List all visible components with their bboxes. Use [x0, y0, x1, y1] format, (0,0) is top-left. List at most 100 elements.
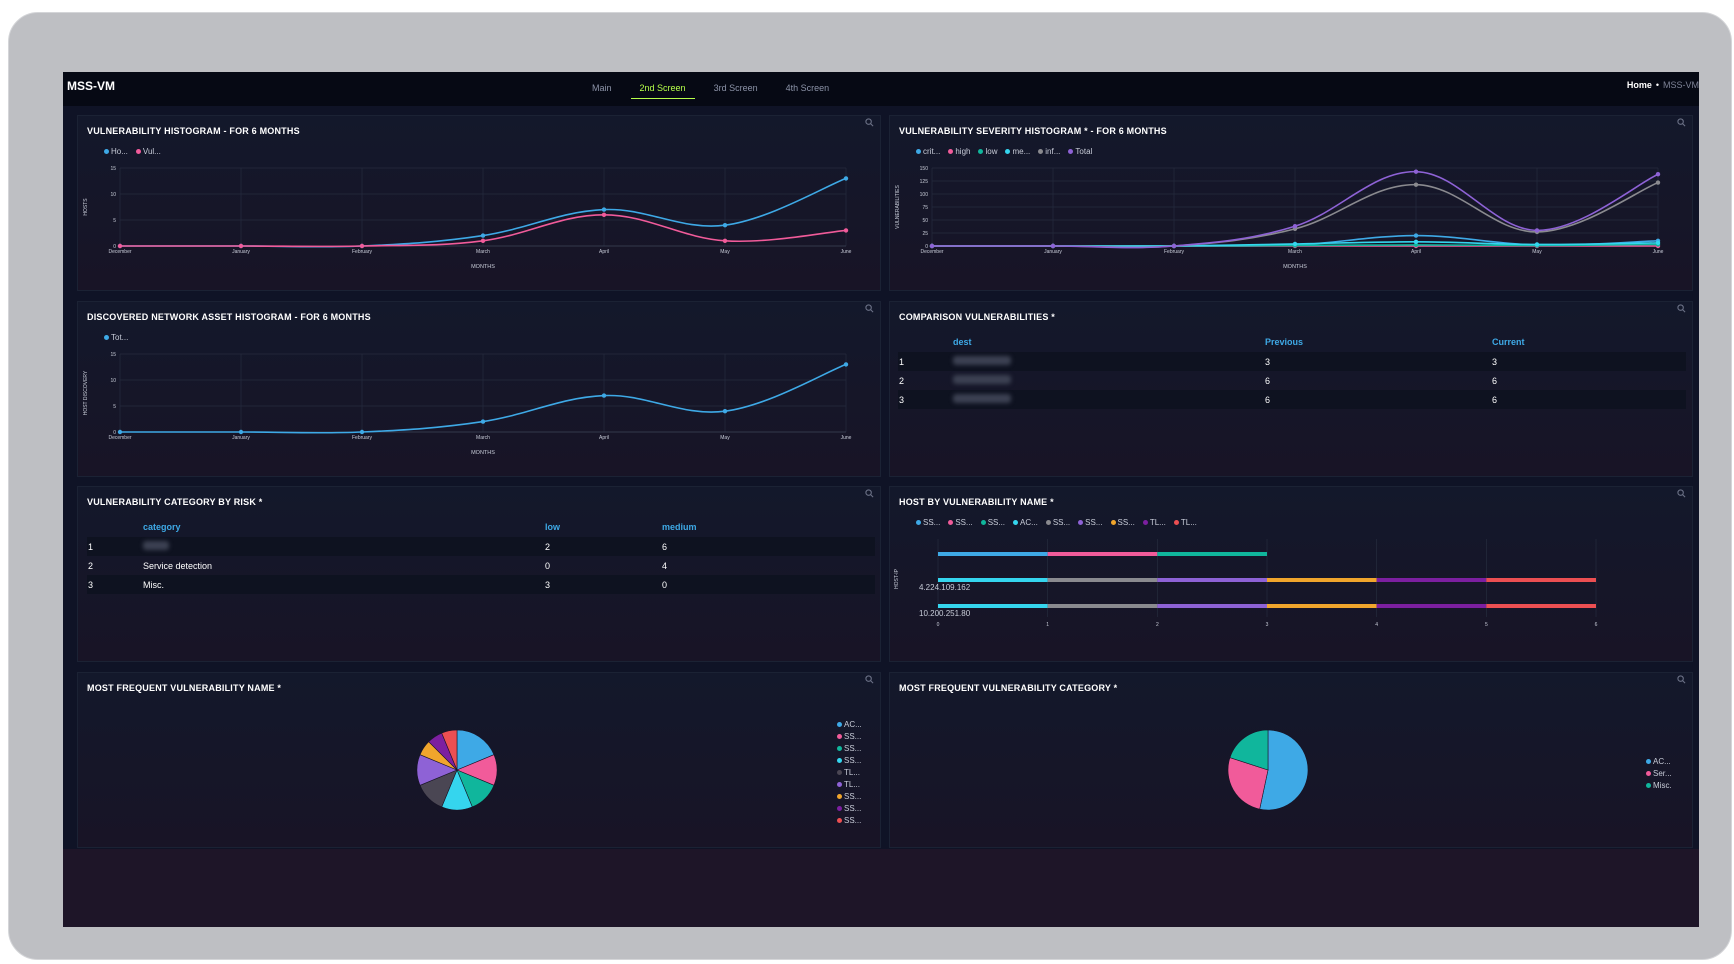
legend-item[interactable]: TL...: [1173, 518, 1197, 527]
data-point: [1534, 228, 1540, 233]
data-point: [1050, 243, 1056, 249]
legend-item[interactable]: Tot...: [104, 333, 128, 342]
bar-segment: [1376, 604, 1487, 608]
x-tick-label: December: [108, 435, 131, 441]
data-point: [601, 207, 607, 212]
legend-item[interactable]: SS...: [837, 754, 862, 766]
search-icon[interactable]: [1677, 489, 1686, 498]
column-header-current[interactable]: Current: [1492, 337, 1525, 347]
search-icon[interactable]: [1677, 118, 1686, 127]
legend-item[interactable]: low: [978, 147, 997, 156]
y-tick-label: 15: [110, 166, 116, 172]
tab-main[interactable]: Main: [592, 83, 612, 93]
x-tick-label: April: [599, 249, 609, 255]
legend-item[interactable]: crit...: [916, 147, 940, 156]
breadcrumb-current: MSS-VM: [1663, 80, 1699, 90]
search-icon[interactable]: [1677, 304, 1686, 313]
column-header-category[interactable]: category: [143, 522, 181, 532]
pie-slice: [1259, 729, 1309, 811]
legend-label: TL...: [844, 779, 861, 789]
legend-label: Vul...: [142, 147, 161, 156]
search-icon[interactable]: [865, 118, 874, 127]
data-point: [1655, 240, 1661, 246]
legend-item[interactable]: Total: [1068, 147, 1092, 156]
legend-item[interactable]: high: [948, 147, 970, 156]
legend-item[interactable]: AC...: [1646, 755, 1672, 767]
data-point: [1534, 242, 1540, 247]
table-row[interactable]: 2 Service detection 0 4: [87, 556, 875, 575]
legend-item[interactable]: AC...: [1013, 518, 1038, 527]
panel-frequent-vulnerability-name: MOST FREQUENT VULNERABILITY NAME * AC...…: [77, 672, 881, 848]
line-chart: 0 5 10 15 December January February March April M…: [83, 166, 852, 270]
legend-item[interactable]: SS...: [837, 742, 862, 754]
breadcrumb-home[interactable]: Home: [1626, 80, 1652, 90]
legend-item[interactable]: Misc.: [1646, 779, 1672, 791]
tab-4th-screen[interactable]: 4th Screen: [785, 83, 830, 93]
legend-label: SS...: [1085, 518, 1103, 527]
bar-segment: [1047, 552, 1158, 556]
legend-label: SS...: [987, 518, 1006, 527]
legend-label: low: [985, 147, 998, 156]
legend-item[interactable]: SS...: [837, 730, 862, 742]
legend-swatch: [837, 805, 842, 811]
legend-item[interactable]: SS...: [1078, 518, 1103, 527]
legend-label: TL...: [1149, 518, 1166, 527]
search-icon[interactable]: [1677, 675, 1686, 684]
y-tick-label: 0: [925, 244, 928, 250]
legend-item[interactable]: TL...: [837, 778, 862, 790]
search-icon[interactable]: [865, 304, 874, 313]
search-icon[interactable]: [865, 675, 874, 684]
legend-item[interactable]: Ser...: [1646, 767, 1672, 779]
column-header-low[interactable]: low: [545, 522, 560, 532]
legend-item[interactable]: SS...: [1045, 518, 1070, 527]
legend-item[interactable]: SS...: [980, 518, 1006, 527]
data-point: [117, 429, 123, 435]
legend-swatch: [135, 149, 141, 154]
legend-item[interactable]: TL...: [837, 766, 862, 778]
tab-2nd-screen[interactable]: 2nd Screen: [630, 77, 695, 99]
legend-item[interactable]: SS...: [837, 790, 862, 802]
medium-cell: 0: [661, 575, 875, 594]
panel-asset-histogram: DISCOVERED NETWORK ASSET HISTOGRAM - FOR…: [77, 301, 881, 477]
table-row[interactable]: 1 2 6: [87, 537, 875, 556]
legend-item[interactable]: Ho...: [104, 147, 128, 156]
legend-item[interactable]: SS...: [916, 518, 940, 527]
previous-cell: 3: [1264, 352, 1491, 371]
x-tick-label: May: [1532, 249, 1542, 255]
data-point: [480, 238, 486, 243]
legend-item[interactable]: me...: [1005, 147, 1030, 156]
pie-chart: [1227, 729, 1309, 811]
legend-item[interactable]: SS...: [1110, 518, 1135, 527]
category-cell: [142, 537, 544, 556]
tab-3rd-screen[interactable]: 3rd Screen: [713, 83, 758, 93]
legend-label: SS...: [923, 518, 941, 527]
pie-slice: [1229, 729, 1269, 771]
legend-item[interactable]: TL...: [1142, 518, 1166, 527]
column-header-dest[interactable]: dest: [953, 337, 972, 347]
search-icon[interactable]: [865, 489, 874, 498]
data-point: [601, 212, 607, 217]
table-row[interactable]: 3 Misc. 3 0: [87, 575, 875, 594]
panel-severity-histogram: VULNERABILITY SEVERITY HISTOGRAM * - FOR…: [889, 115, 1693, 291]
legend-item[interactable]: inf...: [1038, 147, 1060, 156]
legend-swatch: [980, 520, 986, 525]
chart-legend: Ho... Vul...: [104, 147, 161, 156]
line-chart: 0 5 10 15 December January February March April M…: [83, 352, 852, 456]
legend-swatch: [837, 781, 842, 787]
table-row[interactable]: 3 6 6: [898, 390, 1686, 409]
table-row[interactable]: 2 6 6: [898, 371, 1686, 390]
column-header-previous[interactable]: Previous: [1265, 337, 1304, 347]
legend-item[interactable]: SS...: [837, 814, 862, 826]
x-tick-label: 4: [1375, 622, 1378, 628]
x-tick-label: January: [232, 249, 250, 255]
legend-item[interactable]: Vul...: [135, 147, 161, 156]
row-number: 3: [87, 575, 142, 594]
x-tick-label: March: [476, 249, 490, 255]
legend-item[interactable]: SS...: [948, 518, 973, 527]
table-row[interactable]: 1 3 3: [898, 352, 1686, 371]
legend-swatch: [1078, 520, 1084, 525]
legend-item[interactable]: AC...: [837, 718, 862, 730]
legend-label: AC...: [844, 719, 862, 729]
legend-item[interactable]: SS...: [837, 802, 862, 814]
column-header-medium[interactable]: medium: [662, 522, 697, 532]
